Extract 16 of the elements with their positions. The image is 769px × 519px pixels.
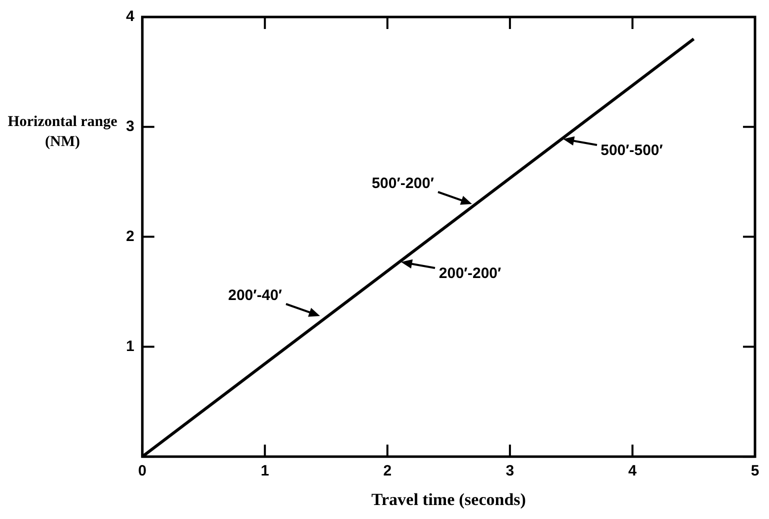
x-tick-label: 1 (260, 462, 270, 480)
x-tick-label: 4 (628, 462, 638, 480)
x-tick-label: 0 (138, 462, 147, 480)
y-tick-label: 3 (126, 118, 134, 136)
x-axis-title: Travel time (seconds) (371, 490, 526, 510)
x-tick-label: 5 (750, 462, 760, 480)
x-tick-label: 3 (506, 462, 514, 480)
annotation: 500′-500′ (600, 142, 664, 160)
y-tick-label: 2 (126, 228, 134, 245)
annotation: 200′-40′ (228, 287, 282, 304)
y-tick-label: 4 (126, 8, 135, 26)
y-axis-title: Horizontal range (NM) (6, 113, 118, 152)
annotation: 200′-200′ (438, 265, 502, 282)
y-tick-label: 1 (126, 338, 134, 355)
annotation: 500′-200′ (372, 174, 434, 192)
x-tick-label: 2 (383, 462, 392, 480)
